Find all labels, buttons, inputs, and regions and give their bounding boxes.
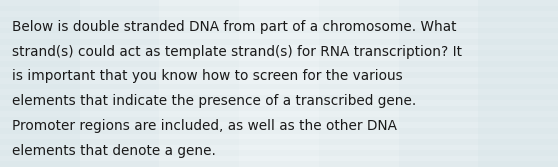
Text: elements that indicate the presence of a transcribed gene.: elements that indicate the presence of a… (12, 94, 416, 108)
Bar (0, 84, 558, 89)
Text: strand(s) could act as template strand(s) for RNA transcription? It: strand(s) could act as template strand(s… (12, 45, 462, 59)
Bar (0, 78, 558, 84)
Bar (0, 122, 558, 128)
Bar (0, 39, 558, 45)
Bar (0, 0, 558, 6)
Bar (0, 45, 558, 50)
Bar (80, 0, 160, 167)
Text: Below is double stranded DNA from part of a chromosome. What: Below is double stranded DNA from part o… (12, 20, 457, 34)
Bar (0, 50, 558, 56)
Bar (398, 0, 478, 167)
Text: is important that you know how to screen for the various: is important that you know how to screen… (12, 69, 403, 84)
Bar (478, 0, 558, 167)
Bar (0, 128, 558, 134)
Bar (0, 117, 558, 122)
Text: Promoter regions are included, as well as the other DNA: Promoter regions are included, as well a… (12, 119, 397, 133)
Bar (0, 161, 558, 167)
Bar (0, 33, 558, 39)
Bar (0, 22, 558, 28)
Bar (0, 17, 558, 22)
Bar (0, 95, 558, 100)
Bar (0, 72, 558, 78)
Bar (0, 61, 558, 67)
Bar (0, 145, 558, 150)
Bar (0, 106, 558, 111)
Bar (0, 139, 558, 145)
Bar (0, 111, 558, 117)
Bar (0, 0, 80, 167)
Bar (0, 134, 558, 139)
Bar (0, 156, 558, 161)
Bar (0, 6, 558, 11)
Bar (0, 100, 558, 106)
Bar (0, 11, 558, 17)
Bar (0, 67, 558, 72)
Text: elements that denote a gene.: elements that denote a gene. (12, 144, 216, 158)
Bar (0, 28, 558, 33)
Bar (160, 0, 239, 167)
Bar (0, 89, 558, 95)
Bar (0, 150, 558, 156)
Bar (0, 56, 558, 61)
Bar (239, 0, 319, 167)
Bar (319, 0, 398, 167)
